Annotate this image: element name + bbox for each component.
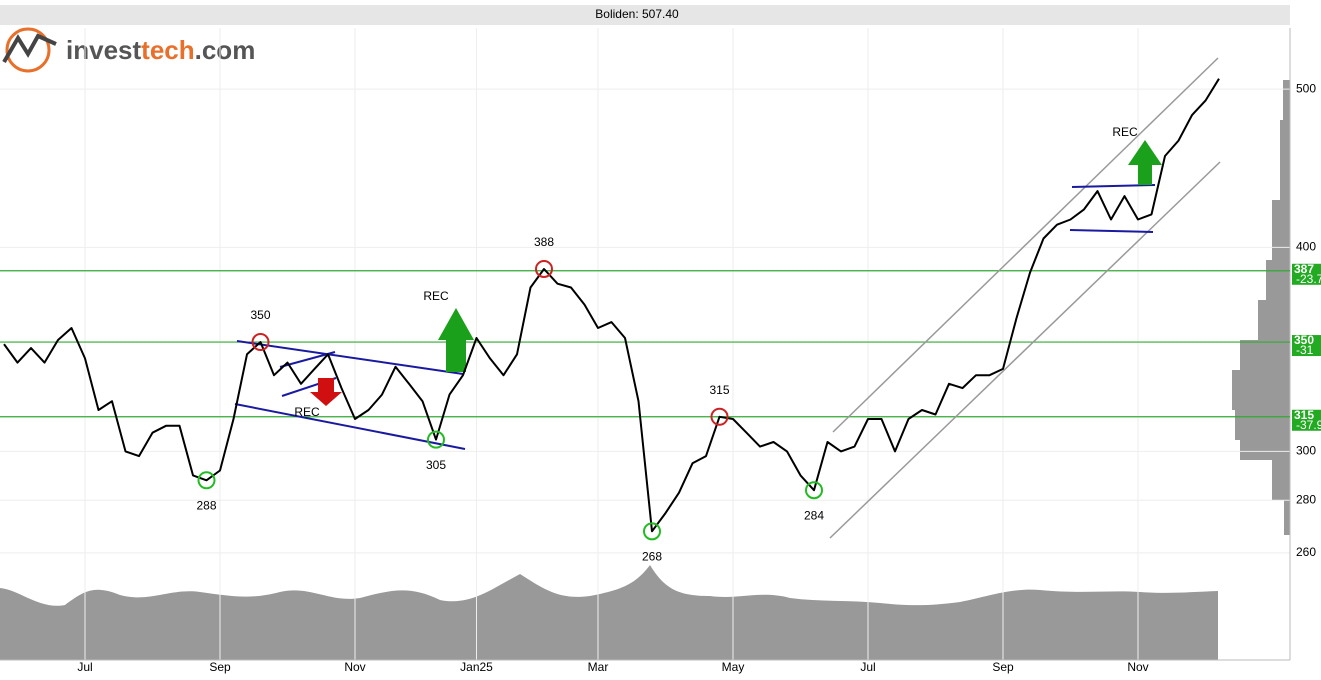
level-box (1292, 263, 1321, 285)
profile-bar (1272, 200, 1290, 260)
y-tick-label: 260 (1296, 545, 1316, 559)
price-line (3, 78, 1220, 533)
profile-bar (1266, 260, 1290, 300)
pivot-marker (197, 471, 216, 490)
pivot-label: 388 (534, 235, 554, 249)
profile-bar (1240, 440, 1290, 460)
y-tick-label: 500 (1296, 81, 1316, 95)
trend-line (236, 340, 464, 375)
logo: investtech.com (2, 27, 255, 73)
x-tick-label: Mar (588, 660, 609, 674)
logo-text: investtech.com (66, 35, 255, 65)
pivot-marker (535, 259, 553, 278)
pivot-label: 284 (804, 508, 824, 522)
x-tick-label: Jan25 (460, 660, 493, 674)
profile-bar (1235, 410, 1290, 440)
level-box (1292, 409, 1321, 431)
pivot-label: 305 (426, 458, 446, 472)
level-change: -37.9 (1296, 418, 1321, 432)
profile-bar (1232, 370, 1290, 410)
level-label: 387 (1294, 262, 1314, 276)
pivot-label: 350 (250, 308, 270, 322)
y-tick-label: 300 (1296, 444, 1316, 458)
profile-bar (1240, 340, 1290, 370)
y-tick-label: 400 (1296, 240, 1316, 254)
logo-mark (2, 33, 57, 64)
level-label: 350 (1294, 333, 1314, 347)
pivot-marker (643, 522, 661, 541)
trend-line (234, 403, 466, 450)
x-tick-label: Nov (344, 660, 365, 674)
logo-part: tech (141, 35, 194, 65)
trend-line (1069, 229, 1154, 233)
plot: 288 350 305 388 268 315 284 (3, 78, 1220, 564)
volume-profile (1232, 80, 1290, 535)
annotation: REC (423, 289, 449, 303)
level-change: -31 (1296, 343, 1314, 357)
pivot-marker (251, 333, 270, 352)
x-tick-label: Sep (209, 660, 231, 674)
pivot-label: 268 (642, 550, 662, 564)
trend-channel (829, 57, 1221, 539)
profile-bar (1258, 300, 1290, 340)
level-change: -23.7 (1296, 272, 1321, 286)
y-tick-label: 280 (1296, 492, 1316, 506)
logo-part: invest (66, 35, 141, 65)
buy-arrow (1128, 140, 1162, 185)
logo-ring (5, 27, 51, 73)
pivot-marker (427, 430, 445, 449)
annotation: REC (294, 405, 320, 419)
x-tick-label: Sep (992, 660, 1014, 674)
sell-arrow (310, 378, 342, 406)
grid (0, 28, 1290, 660)
pivot-label: 288 (196, 498, 216, 512)
x-tick-label: Jul (77, 660, 92, 674)
logo-part: .com (195, 35, 256, 65)
profile-bar (1284, 500, 1290, 535)
x-tick-label: May (722, 660, 745, 674)
level-label: 315 (1294, 408, 1314, 422)
x-tick-label: Nov (1127, 660, 1148, 674)
trend-line (1071, 184, 1156, 188)
channel-line (832, 57, 1219, 433)
channel-line (829, 161, 1221, 539)
level-box (1292, 335, 1321, 357)
title-bar (0, 5, 1290, 25)
profile-bar (1280, 120, 1290, 200)
profile-bar (1283, 80, 1290, 120)
formations (234, 184, 1156, 450)
pivot-marker (805, 481, 823, 500)
x-tick-label: Jul (860, 660, 875, 674)
profile-bar (1272, 460, 1290, 500)
volume-area (0, 565, 1218, 660)
chart-title: Boliden: 507.40 (595, 7, 679, 21)
buy-arrow (438, 308, 474, 372)
pivot-label: 315 (709, 383, 729, 397)
pivot-marker (710, 407, 729, 426)
annotation: REC (1112, 125, 1138, 139)
